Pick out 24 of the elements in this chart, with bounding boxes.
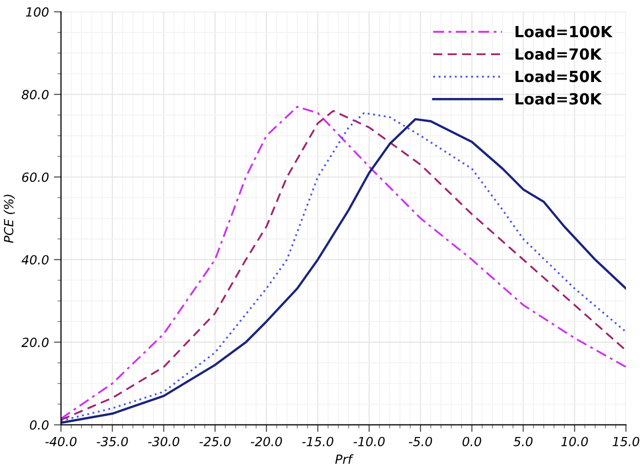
- x-tick-label: 0.0: [462, 436, 482, 446]
- x-tick-label: -25.0: [199, 436, 231, 446]
- legend-label: Load=30K: [516, 92, 602, 105]
- x-tick-label: -10.0: [354, 436, 385, 446]
- y-tick-label: 100: [26, 7, 49, 17]
- x-tick-label: -30.0: [148, 436, 180, 446]
- y-tick-label: 40.0: [22, 255, 49, 265]
- x-tick-label: 10.0: [561, 436, 588, 446]
- x-tick-label: -35.0: [96, 436, 128, 446]
- y-tick-label: 20.0: [21, 338, 49, 348]
- x-tick-label: 5.0: [514, 436, 533, 446]
- x-tick-label: -15.0: [302, 436, 334, 446]
- x-axis-title: Prf: [335, 454, 354, 464]
- y-tick-label: 60.0: [22, 172, 49, 182]
- y-tick-label: 80.0: [22, 90, 49, 100]
- x-tick-label: 15.0: [612, 436, 640, 446]
- x-tick-label: -20.0: [250, 436, 282, 446]
- y-axis-title: PCE (%): [4, 194, 15, 243]
- y-tick-label: 0.0: [30, 420, 49, 430]
- x-tick-label: -5.0: [408, 436, 432, 446]
- legend-label: Load=50K: [516, 70, 602, 82]
- x-tick-label: -40.0: [45, 436, 77, 446]
- legend-label: Load=100K: [516, 26, 613, 38]
- legend-label: Load=70K: [516, 48, 602, 60]
